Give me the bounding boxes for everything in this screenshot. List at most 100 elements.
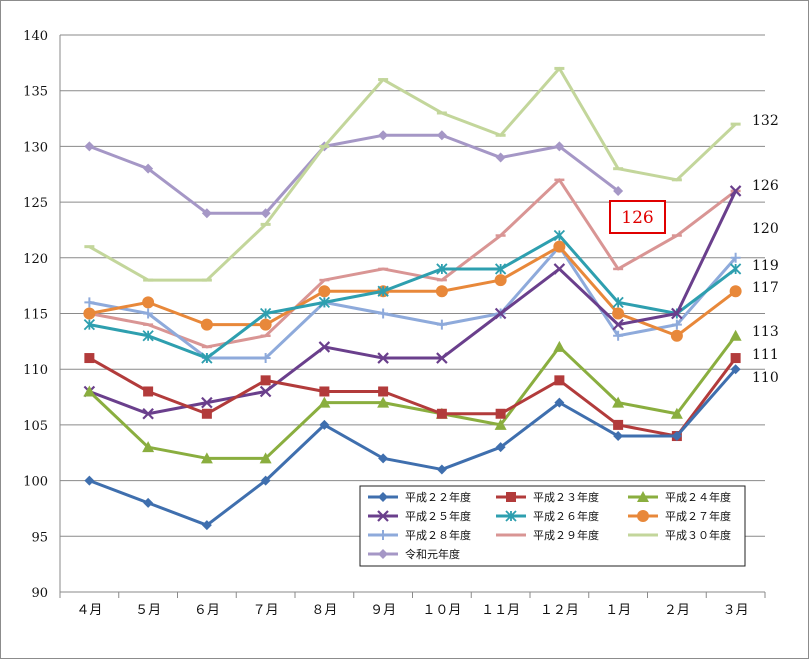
legend-item: 平成２２年度 [368,490,471,504]
callout-box: 126 [609,200,666,234]
data-point [378,130,389,141]
data-point [553,340,566,352]
data-point [670,329,683,342]
data-point [494,418,507,430]
x-tick-label: １２月 [540,603,579,618]
end-value-label: 113 [752,324,779,340]
end-value-label: 110 [752,370,779,386]
data-point [259,307,272,320]
data-point [436,263,448,275]
legend-swatch-marker [378,530,388,540]
y-tick-label: 140 [23,29,48,44]
data-point [494,263,507,275]
legend-swatch-marker [637,491,649,502]
legend-label: 令和元年度 [405,547,460,561]
plot-series [83,66,742,531]
y-axis-ticks: 90 95 100 105 110 115 120 125 130 135 140 [23,29,48,601]
data-point [377,396,390,408]
data-point [436,130,447,141]
series-line [88,66,737,282]
x-tick-label: ６月 [194,603,220,618]
legend-item: 平成３０年度 [628,528,731,542]
legend-label: 平成２４年度 [665,490,731,504]
data-point [494,274,507,287]
data-point [729,329,742,341]
data-point [143,497,154,508]
data-point [729,285,742,298]
data-point [319,419,330,430]
data-point [729,263,742,275]
legend-item: 平成２５年度 [368,509,471,523]
data-point [612,318,624,331]
data-point [436,319,447,330]
data-point [201,352,213,364]
data-point [200,452,213,464]
series-1 [84,364,741,531]
data-point [378,308,389,319]
data-point [671,431,682,442]
data-point [83,307,96,320]
end-value-label: 120 [752,221,779,237]
data-point [612,396,625,408]
data-point [613,431,624,442]
data-point [142,407,154,420]
end-value-label: 117 [752,280,779,296]
data-point [259,385,272,398]
legend-label: 平成２５年度 [405,509,471,523]
x-tick-label: ８月 [311,603,337,618]
x-tick-label: ９月 [370,603,396,618]
data-point [613,185,624,196]
series-line [88,133,620,215]
data-point [84,297,95,308]
data-point [495,408,506,419]
x-tick-label: ７月 [253,603,279,618]
y-tick-label: 105 [23,419,48,434]
data-point [260,475,271,486]
legend-label: 平成２９年度 [533,528,599,542]
data-point [436,408,447,419]
legend-item: 平成２８年度 [368,528,471,542]
data-point [84,353,95,364]
legend-box [359,485,746,567]
data-point [553,263,566,275]
legend-label: 平成２３年度 [533,490,599,504]
legend-item: 平成２６年度 [496,509,599,523]
data-point [436,352,448,364]
x-tick-label: ４月 [76,603,102,618]
data-point [318,285,331,298]
data-point [143,163,154,174]
data-point [554,141,565,152]
series-line [89,245,737,338]
data-point [201,396,213,409]
legend-swatch-marker [506,492,516,502]
data-point [730,353,741,364]
end-value-label: 119 [752,258,779,274]
y-tick-label: 100 [23,475,48,490]
legend-label: 平成２８年度 [405,528,471,542]
legend-swatch-marker [378,549,388,559]
data-point [671,307,683,320]
data-point [730,252,741,263]
data-point [670,407,683,419]
x-axis-ticks: ４月 ５月 ６月 ７月 ８月 ９月 １０月 １１月 １２月 １月 ２月 ３月 [76,603,748,618]
data-point [729,185,742,197]
data-point [259,318,272,331]
series-3 [83,329,742,464]
data-point [259,452,272,464]
legend-item: 平成２７年度 [628,509,731,523]
series-line [89,178,737,349]
y-tick-label: 120 [23,252,48,267]
series-line [88,190,737,416]
data-point [612,307,625,320]
data-point [83,385,96,397]
data-point [613,419,624,430]
data-point [260,375,271,386]
end-labels: 132 126 120 119 117 113 111 110 [752,113,779,386]
callout-text: 126 [621,208,653,228]
legend-swatch-marker [505,510,517,522]
data-point [377,285,389,297]
series-10 [84,130,624,219]
legend-item: 平成２９年度 [496,528,599,542]
end-value-label: 126 [752,178,779,194]
